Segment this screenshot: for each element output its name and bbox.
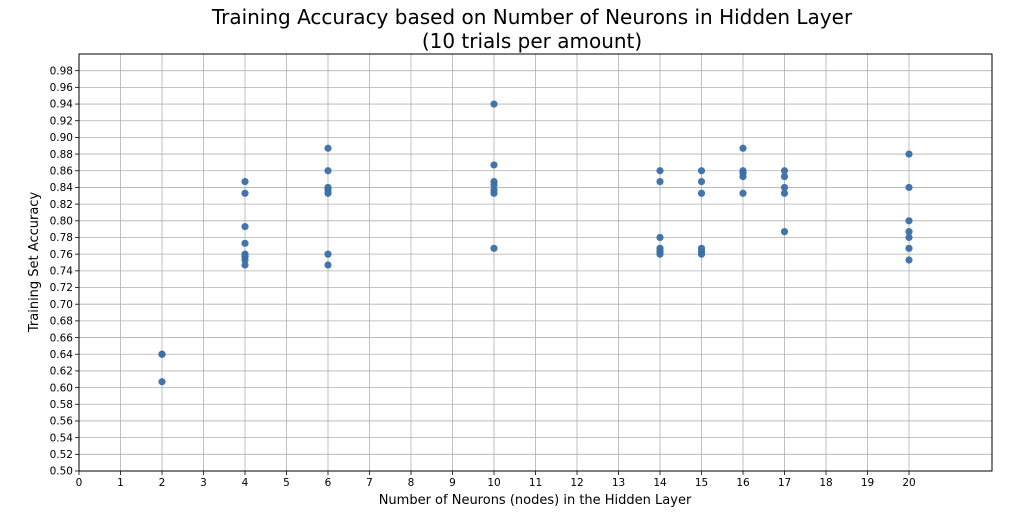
y-tick-label: 0.56 (50, 416, 74, 428)
chart-subtitle: (10 trials per amount) (422, 29, 642, 53)
y-tick-label: 0.84 (50, 182, 74, 194)
y-tick-label: 0.94 (50, 99, 74, 111)
y-tick-label: 0.52 (50, 449, 73, 461)
y-tick-label: 0.68 (50, 316, 73, 328)
plot-frame (78, 53, 993, 472)
data-point (241, 239, 249, 247)
x-tick-label: 19 (861, 477, 874, 489)
x-axis-label: Number of Neurons (nodes) in the Hidden … (379, 493, 692, 508)
y-tick-label: 0.82 (50, 199, 73, 211)
x-tick-label: 5 (283, 477, 290, 489)
data-point (241, 261, 249, 269)
x-tick-label: 20 (902, 477, 915, 489)
data-point (905, 228, 913, 236)
data-point (780, 228, 789, 236)
y-tick-label: 0.96 (50, 82, 74, 94)
y-tick-label: 0.98 (50, 65, 73, 77)
data-point (490, 100, 498, 108)
data-point (241, 256, 249, 264)
y-tick-label: 0.92 (50, 115, 73, 127)
y-tick-label: 0.78 (50, 232, 73, 244)
data-point (490, 244, 498, 252)
x-tick-label: 13 (612, 477, 625, 489)
x-tick-label: 10 (487, 477, 500, 489)
data-point (324, 144, 332, 152)
y-tick-label: 0.50 (50, 466, 73, 478)
data-point (739, 144, 747, 152)
data-point (739, 172, 747, 181)
y-tick-label: 0.66 (50, 332, 74, 344)
x-tick-label: 14 (653, 477, 667, 489)
data-point (697, 189, 706, 197)
x-tick-label: 8 (408, 477, 415, 489)
data-point (324, 261, 332, 269)
data-point (324, 189, 332, 197)
x-tick-label: 17 (778, 477, 791, 489)
data-point (905, 183, 913, 192)
data-point (780, 183, 789, 192)
x-tick-label: 6 (325, 477, 332, 489)
data-point (324, 250, 332, 258)
x-tick-label: 9 (449, 477, 456, 489)
data-point (905, 244, 913, 252)
data-point (905, 150, 913, 158)
y-tick-label: 0.58 (50, 399, 73, 411)
y-axis-label: Training Set Accuracy (27, 192, 42, 334)
data-point (241, 178, 249, 186)
data-point (656, 167, 664, 175)
y-tick-label: 0.86 (50, 165, 74, 177)
chart-title: Training Accuracy based on Number of Neu… (211, 5, 853, 29)
x-tick-label: 0 (76, 477, 83, 489)
y-tick-label: 0.76 (50, 249, 74, 261)
x-axis-ticks: 0 1 2 3 4 5 6 7 8 9 10 11 12 13 14 15 16 17 18 19 20 (76, 471, 916, 489)
data-point (905, 217, 913, 225)
y-tick-label: 0.74 (50, 266, 74, 278)
data-point (158, 378, 166, 386)
x-tick-label: 2 (159, 477, 166, 489)
x-tick-label: 12 (570, 477, 583, 489)
x-tick-label: 11 (529, 477, 542, 489)
y-tick-label: 0.90 (50, 132, 73, 144)
data-point (241, 223, 249, 231)
data-point (490, 161, 498, 169)
x-tick-label: 18 (819, 477, 832, 489)
y-tick-label: 0.60 (50, 382, 73, 394)
data-point (656, 178, 664, 186)
x-tick-label: 1 (117, 477, 124, 489)
data-point (656, 250, 664, 258)
y-tick-label: 0.72 (50, 282, 73, 294)
grid (78, 54, 992, 472)
data-point (158, 350, 166, 358)
data-points (158, 100, 913, 386)
x-tick-label: 15 (695, 477, 708, 489)
y-tick-label: 0.54 (50, 432, 74, 444)
data-point (905, 256, 913, 264)
data-point (697, 178, 706, 186)
data-point (697, 167, 706, 175)
data-point (490, 181, 498, 189)
y-axis-ticks: 0.50 0.52 0.54 0.56 0.58 0.60 0.62 0.64 0.66 0.68… (50, 65, 79, 478)
x-tick-label: 16 (736, 477, 750, 489)
data-point (739, 189, 747, 197)
data-point (490, 189, 498, 197)
data-point (905, 233, 913, 242)
data-point (241, 189, 249, 197)
y-tick-label: 0.88 (50, 149, 73, 161)
y-tick-label: 0.70 (50, 299, 73, 311)
data-point (324, 167, 332, 175)
data-point (656, 233, 664, 242)
data-point (780, 172, 789, 181)
x-tick-label: 3 (200, 477, 207, 489)
data-point (697, 250, 706, 258)
data-point (780, 167, 789, 175)
y-tick-label: 0.64 (50, 349, 74, 361)
y-tick-label: 0.62 (50, 366, 73, 378)
x-tick-label: 4 (242, 477, 249, 489)
x-tick-label: 7 (366, 477, 373, 489)
data-point (780, 189, 789, 197)
y-tick-label: 0.80 (50, 216, 73, 228)
